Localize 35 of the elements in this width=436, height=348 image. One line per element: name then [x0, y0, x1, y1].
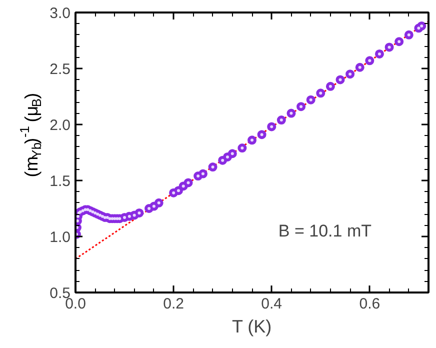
- point: [276, 116, 286, 125]
- point: [184, 178, 193, 188]
- point: [374, 49, 384, 58]
- point: [404, 30, 414, 40]
- point: [286, 108, 296, 118]
- point: [257, 130, 266, 140]
- y-tick-label: 1.0: [50, 229, 71, 246]
- point: [154, 198, 164, 208]
- point: [267, 122, 276, 132]
- point: [394, 37, 404, 46]
- point: [316, 88, 326, 98]
- point: [336, 75, 345, 84]
- point: [198, 169, 208, 178]
- y-tick-label: 2.5: [50, 61, 71, 78]
- point: [296, 102, 306, 112]
- y-tick-label: 3.0: [50, 5, 71, 22]
- point: [346, 70, 355, 79]
- y-tick-label: 2.0: [50, 117, 71, 134]
- point: [365, 56, 374, 66]
- point: [306, 95, 316, 104]
- point: [134, 208, 144, 218]
- point: [384, 42, 394, 52]
- y-axis-title: (mYb)-1 (μB): [17, 92, 44, 178]
- point: [238, 144, 247, 153]
- point: [208, 162, 218, 172]
- point: [355, 62, 364, 72]
- point: [326, 82, 335, 91]
- x-tick-label: 0.2: [163, 296, 184, 312]
- x-axis-title: T (K): [232, 316, 272, 336]
- annotation: B = 10.1 mT: [278, 222, 372, 240]
- point: [248, 136, 256, 145]
- x-tick-label: 0.4: [261, 296, 282, 312]
- x-tick-label: 0.6: [359, 296, 380, 312]
- point: [228, 149, 237, 158]
- y-tick-label: 1.5: [50, 173, 71, 190]
